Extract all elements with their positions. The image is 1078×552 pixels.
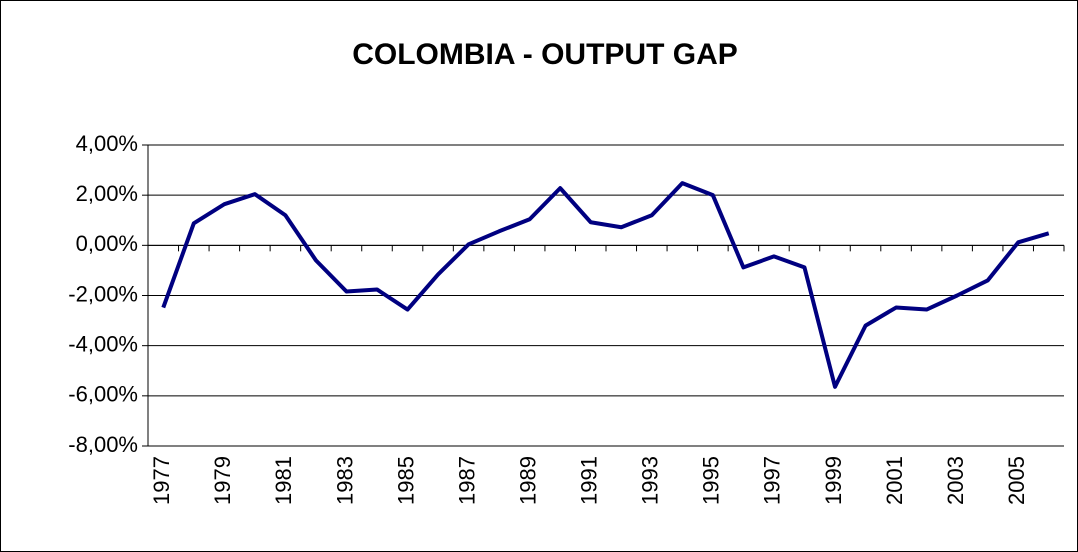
x-tick-label: 1985	[393, 456, 418, 505]
x-tick-label: 1999	[821, 456, 846, 505]
x-tick-label: 1981	[271, 456, 296, 505]
x-tick-label: 2003	[943, 456, 968, 505]
y-tick-label: 4,00%	[76, 131, 138, 156]
data-line	[161, 181, 1050, 389]
x-tick-label: 1997	[760, 456, 785, 505]
x-tick-label: 1979	[210, 456, 235, 505]
chart-title: COLOMBIA - OUTPUT GAP	[352, 38, 738, 71]
x-tick-label: 1993	[638, 456, 663, 505]
x-tick-label: 1995	[699, 456, 724, 505]
y-tick-label: -6,00%	[68, 382, 138, 407]
y-tick-label: 2,00%	[76, 181, 138, 206]
x-tick-label: 1977	[149, 456, 174, 505]
x-tick-label: 1987	[454, 456, 479, 505]
x-tick-label: 1983	[332, 456, 357, 505]
x-tick-label: 1989	[515, 456, 540, 505]
y-tick-label: -8,00%	[68, 432, 138, 457]
x-tick-label: 1991	[577, 456, 602, 505]
x-tick-label: 2005	[1004, 456, 1029, 505]
y-tick-label: -4,00%	[68, 331, 138, 356]
x-tick-label: 2001	[882, 456, 907, 505]
y-tick-label: 0,00%	[76, 231, 138, 256]
y-tick-label: -2,00%	[68, 281, 138, 306]
